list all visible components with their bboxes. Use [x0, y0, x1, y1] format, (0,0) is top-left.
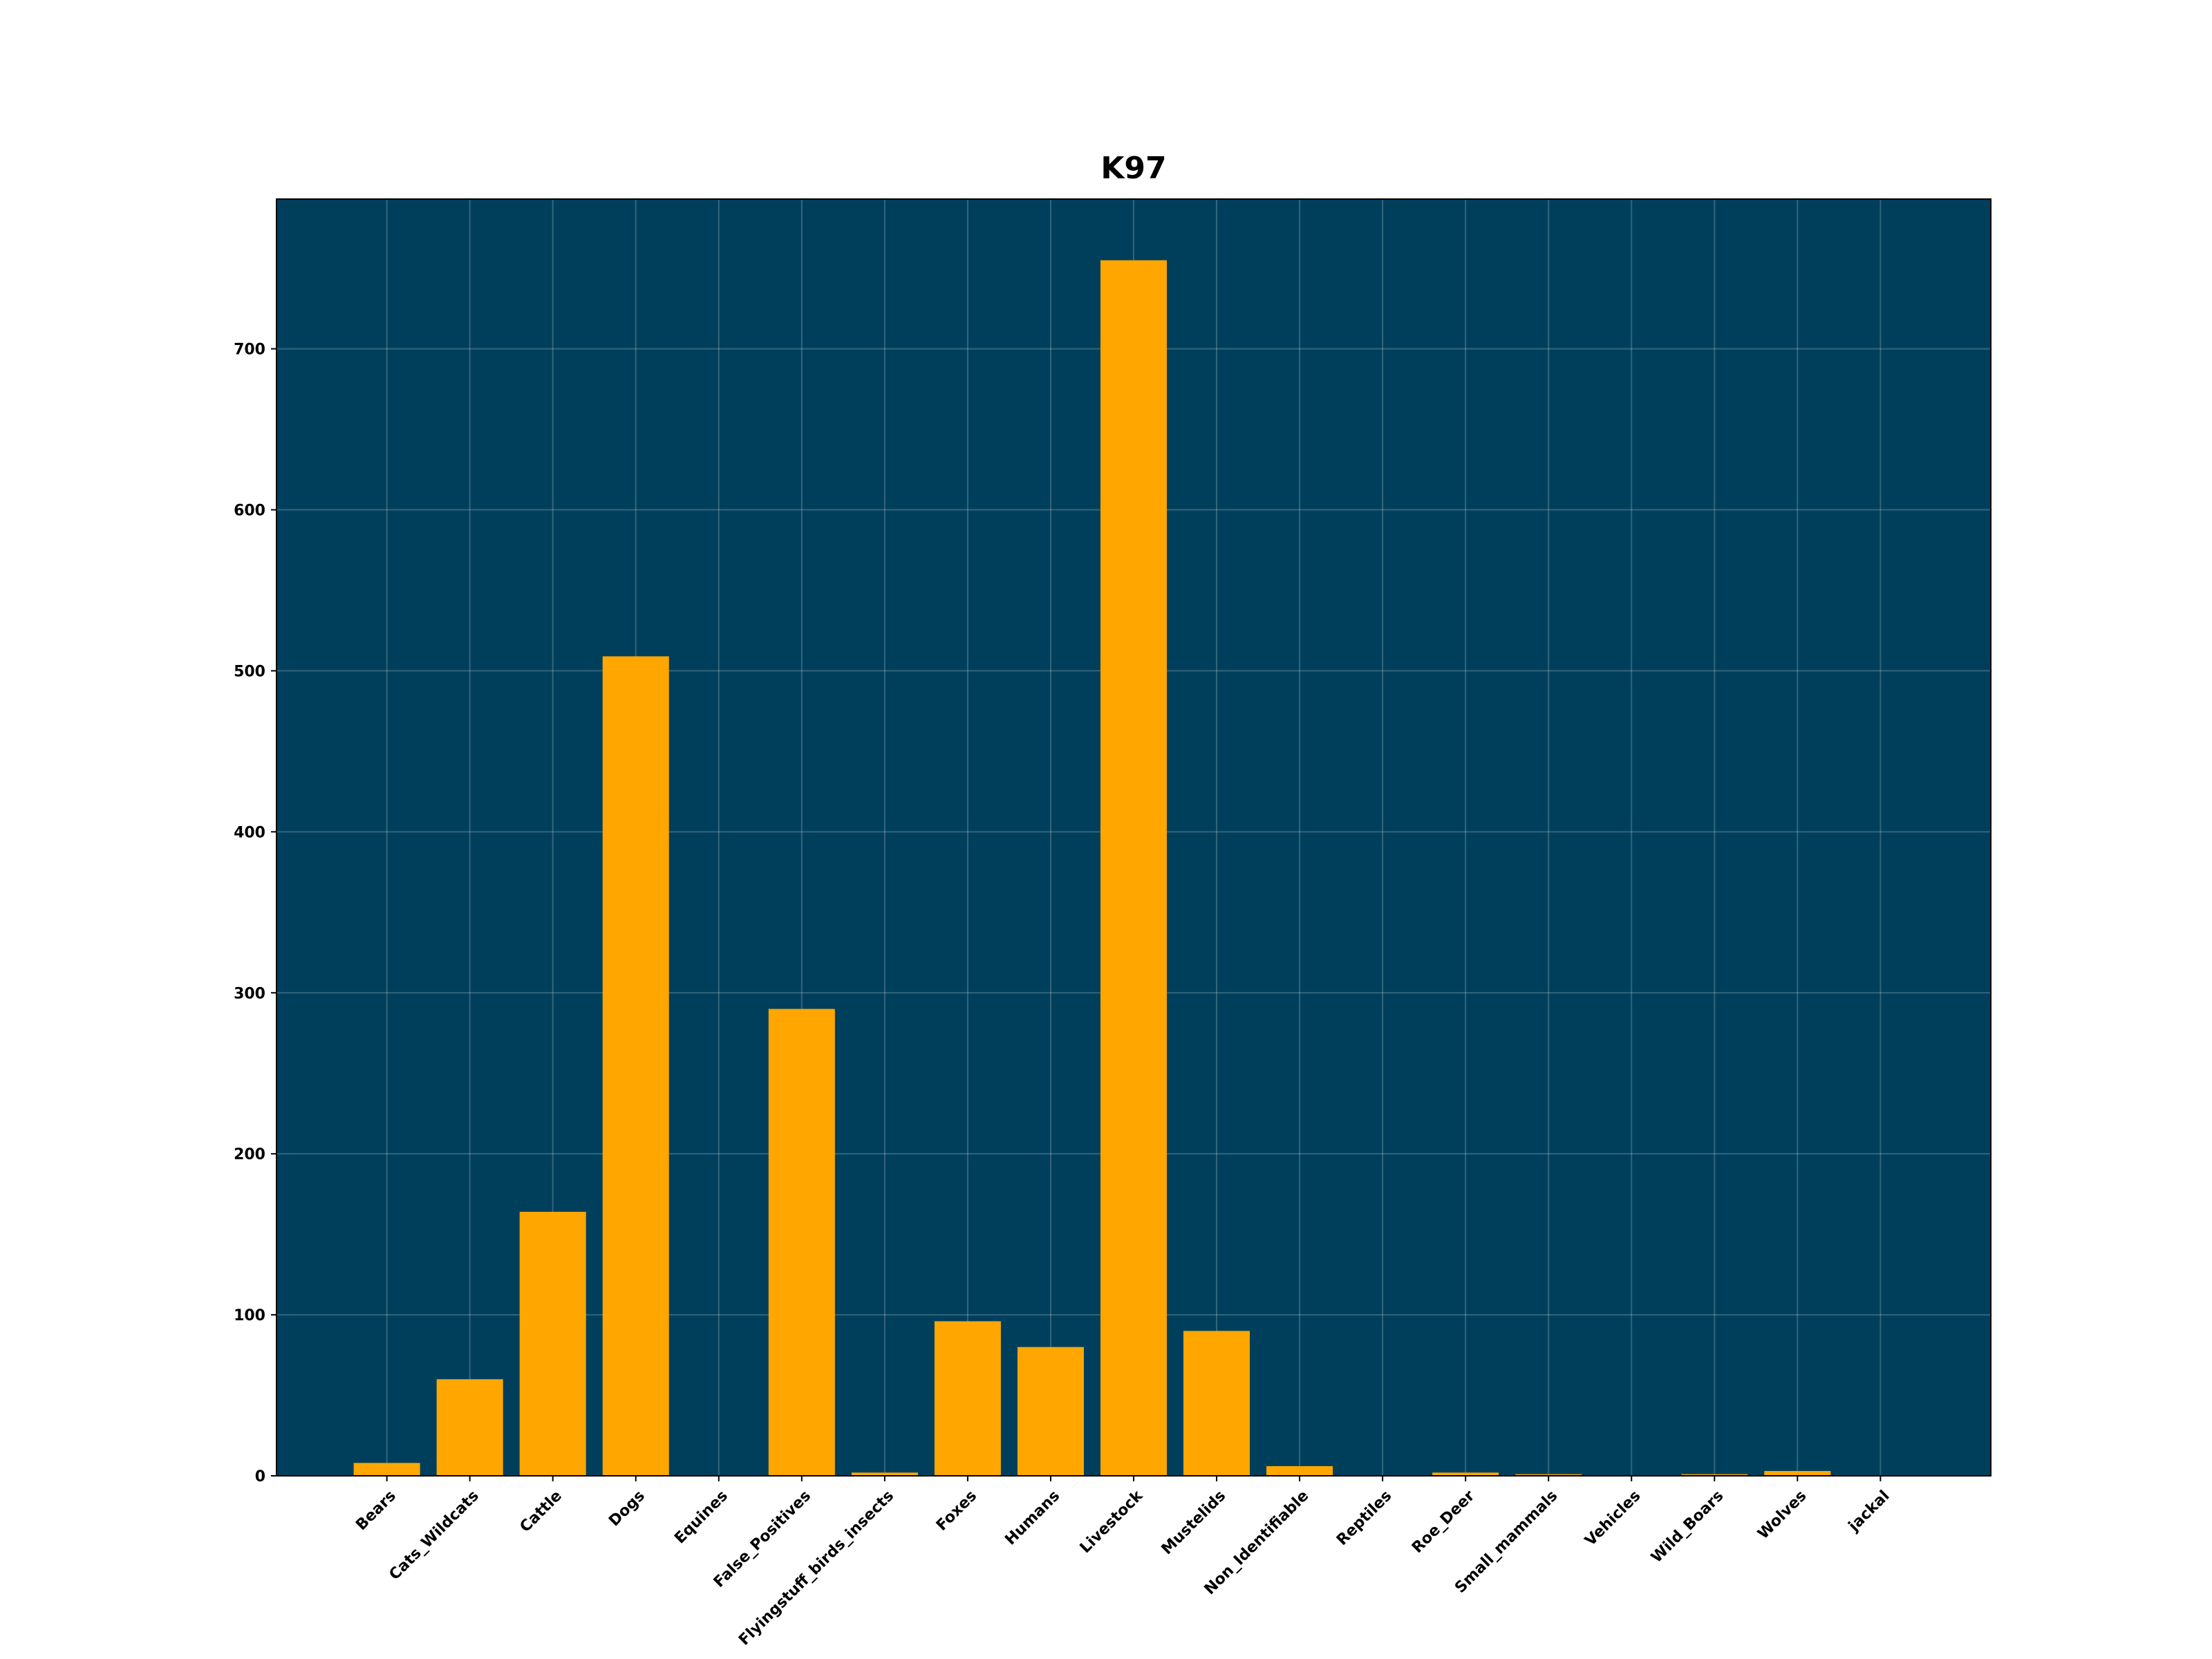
x-tick-label: Cats_Wildcats — [386, 1488, 482, 1584]
y-tick-label: 200 — [234, 1146, 265, 1163]
bar — [1017, 1347, 1084, 1476]
y-tick-label: 0 — [255, 1468, 265, 1485]
bar — [768, 1009, 835, 1476]
x-tick-label: Reptiles — [1333, 1488, 1395, 1549]
x-tick-label: Mustelids — [1159, 1488, 1230, 1559]
bar — [1681, 1474, 1748, 1476]
y-tick-label: 100 — [234, 1307, 265, 1324]
bar — [851, 1472, 918, 1476]
bar — [1100, 260, 1168, 1476]
chart-title: K97 — [1100, 151, 1166, 186]
bar — [602, 656, 669, 1476]
x-tick-label: Equines — [671, 1488, 731, 1548]
y-tick-label: 500 — [234, 663, 265, 680]
x-tick-label: jackal — [1845, 1488, 1893, 1536]
plot-frame — [276, 198, 1991, 1477]
bar — [519, 1212, 586, 1476]
x-tick-label: Cattle — [517, 1488, 565, 1536]
y-tick-label: 700 — [234, 341, 265, 359]
bar — [353, 1463, 420, 1476]
x-tick-label: Flyingstuff_birds_insects — [735, 1488, 897, 1649]
x-tick-label: Wild_Boars — [1648, 1488, 1727, 1566]
x-tick-label: Humans — [1002, 1488, 1063, 1549]
x-tick-label: Bears — [353, 1488, 400, 1535]
bar — [1764, 1471, 1831, 1476]
bar — [1266, 1466, 1333, 1476]
bar — [1432, 1472, 1499, 1476]
x-tick-label: Roe_Deer — [1409, 1487, 1478, 1556]
y-tick-label: 400 — [234, 824, 265, 841]
x-tick-label: Livestock — [1077, 1487, 1147, 1557]
x-tick-label: Vehicles — [1582, 1488, 1644, 1550]
x-tick-label: Dogs — [606, 1488, 648, 1530]
x-tick-label: Wolves — [1754, 1488, 1810, 1543]
y-tick-label: 300 — [234, 985, 265, 1002]
bar — [1515, 1474, 1582, 1476]
x-tick-label: Foxes — [933, 1488, 980, 1535]
bar — [436, 1379, 503, 1476]
bar — [1183, 1331, 1250, 1476]
y-tick-label: 600 — [234, 503, 265, 520]
bar — [934, 1321, 1001, 1476]
